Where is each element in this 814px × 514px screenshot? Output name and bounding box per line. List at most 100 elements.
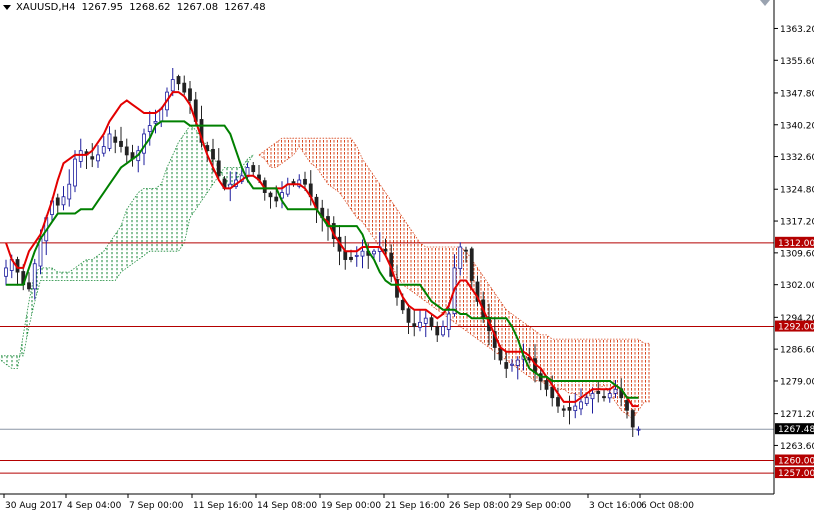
candle-body <box>119 140 123 147</box>
candle-body <box>418 321 422 328</box>
candle-body <box>107 133 112 149</box>
candle-body <box>78 150 83 162</box>
candle-body <box>360 250 365 257</box>
level-tag-1260.00-box <box>775 454 814 466</box>
y-tick-label: 1294.20 <box>780 314 814 324</box>
y-tick-label: 1309.60 <box>780 249 814 259</box>
candle-body <box>96 154 100 162</box>
x-tick-label: 21 Sep 16:00 <box>385 501 445 511</box>
close-value: 1267.48 <box>224 2 266 13</box>
candle-body <box>579 401 583 410</box>
cloud-area-bullish <box>0 125 254 369</box>
x-tick-label: 14 Sep 08:00 <box>257 501 317 511</box>
candle-body <box>147 125 152 132</box>
candle-body <box>303 178 307 185</box>
candle-body <box>153 121 158 124</box>
candle-body <box>211 148 215 160</box>
y-tick-label: 1363.20 <box>780 25 814 35</box>
candle-body <box>297 179 302 187</box>
candle-body <box>268 192 273 198</box>
candle-body <box>349 256 353 260</box>
candle-body <box>216 160 221 177</box>
candle-body <box>55 197 60 206</box>
kijun-sen-line <box>6 120 639 399</box>
candle-body <box>354 254 359 257</box>
level-tag-1312.00-label: 1312.00 <box>778 239 814 249</box>
candle-body <box>73 158 77 187</box>
senkou-span-b-1 <box>258 137 650 344</box>
x-tick-label: 26 Sep 08:00 <box>449 501 509 511</box>
candle-body <box>567 407 572 411</box>
y-tick-label: 1340.20 <box>780 121 814 131</box>
y-tick-label: 1324.80 <box>780 186 814 196</box>
x-tick-label: 29 Sep 00:00 <box>511 501 571 511</box>
level-tag-1292.00-box <box>775 320 814 332</box>
x-tick-label: 19 Sep 00:00 <box>321 501 381 511</box>
candle-body <box>251 165 256 173</box>
level-tag-1260.00-label: 1260.00 <box>778 457 814 467</box>
open-value: 1267.95 <box>81 2 123 13</box>
x-tick-label: 11 Sep 16:00 <box>193 501 253 511</box>
candle-body <box>475 281 480 302</box>
level-tag-1257.00-label: 1257.00 <box>778 469 814 479</box>
candle-body <box>636 428 641 431</box>
y-tick-label: 1279.00 <box>780 377 814 387</box>
x-tick-label: 7 Sep 00:00 <box>129 501 184 511</box>
candle-body <box>613 388 618 394</box>
candle-body <box>510 363 514 366</box>
dropdown-triangle-icon[interactable] <box>3 4 11 10</box>
candle-body <box>584 397 589 404</box>
x-tick-label: 30 Aug 2017 <box>5 501 63 511</box>
candle-body <box>412 323 417 327</box>
candle-body <box>423 317 428 324</box>
candle-body <box>400 299 405 311</box>
candle-body <box>274 196 279 202</box>
candle-body <box>544 380 549 390</box>
candle-body <box>607 393 612 399</box>
candle-body <box>469 248 474 281</box>
candle-body <box>90 156 95 160</box>
candle-body <box>182 82 187 93</box>
level-tag-1312.00-box <box>775 236 814 248</box>
candle-body <box>602 396 606 399</box>
candle-body <box>556 397 560 407</box>
candle-body <box>67 183 72 200</box>
candle-body <box>4 267 8 277</box>
candle-body <box>561 408 566 411</box>
level-tag-1257.00-box <box>775 467 814 479</box>
candle-body <box>498 347 503 361</box>
candle-body <box>124 146 129 156</box>
y-tick-label: 1263.60 <box>780 442 814 452</box>
symbol-label: XAUUSD,H4 <box>16 2 76 13</box>
y-tick-label: 1286.60 <box>780 346 814 356</box>
current-price-tag-label: 1267.48 <box>778 425 814 435</box>
current-price-tag-box <box>775 423 814 435</box>
candle-body <box>435 326 440 336</box>
candle-body <box>188 88 192 101</box>
level-tag-1292.00-label: 1292.00 <box>778 323 814 333</box>
y-tick-label: 1317.20 <box>780 218 814 228</box>
candle-body <box>429 317 434 327</box>
candle-body <box>630 410 635 428</box>
candle-body <box>458 246 463 269</box>
y-tick-label: 1332.60 <box>780 153 814 163</box>
candle-body <box>32 263 37 290</box>
candle-body <box>441 326 445 336</box>
candle-body <box>590 393 595 400</box>
symbol-header: XAUUSD,H4 1267.95 1268.62 1267.08 1267.4… <box>3 2 269 13</box>
candle-body <box>176 76 181 85</box>
x-tick-label: 4 Sep 04:00 <box>67 501 122 511</box>
candle-body <box>372 250 376 255</box>
x-tick-label: 6 Oct 08:00 <box>641 501 694 511</box>
candle-body <box>550 386 555 399</box>
candle-body <box>170 79 175 92</box>
candle-body <box>515 359 520 366</box>
y-tick-label: 1355.60 <box>780 57 814 67</box>
y-tick-label: 1271.20 <box>780 410 814 420</box>
low-value: 1267.08 <box>176 2 219 13</box>
candle-body <box>573 405 578 412</box>
chart-shift-marker-icon <box>760 0 770 6</box>
candle-body <box>27 282 31 290</box>
